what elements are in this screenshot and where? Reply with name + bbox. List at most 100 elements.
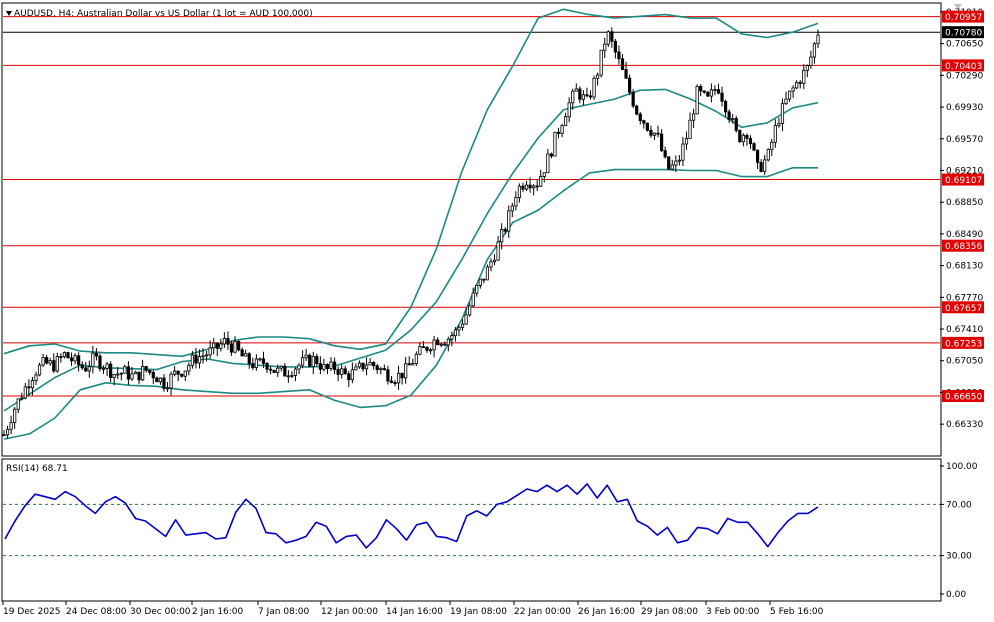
- candle: [350, 362, 354, 384]
- candle: [514, 191, 518, 211]
- candle-body: [41, 357, 45, 366]
- candle-body: [34, 374, 38, 381]
- candle: [613, 38, 617, 59]
- candle-body: [670, 164, 674, 170]
- candle: [98, 353, 102, 372]
- candle-body: [37, 364, 42, 376]
- candle-body: [308, 354, 312, 367]
- price-tag-2-bg: [942, 173, 984, 186]
- candle-body: [45, 357, 49, 364]
- candle: [347, 370, 351, 387]
- candle: [308, 353, 312, 368]
- candle: [372, 361, 376, 370]
- candle-body: [144, 366, 148, 371]
- candle-body: [787, 90, 792, 100]
- candle: [432, 335, 436, 358]
- candle-body: [293, 368, 298, 376]
- candlesticks: [2, 27, 820, 439]
- candle-body: [16, 398, 20, 410]
- candle: [802, 64, 806, 90]
- candle: [261, 351, 266, 368]
- candle-body: [126, 366, 131, 380]
- candle-body: [98, 355, 102, 370]
- candle-body: [532, 185, 536, 189]
- candle-body: [699, 85, 703, 92]
- candle: [659, 129, 664, 152]
- candle: [16, 398, 20, 414]
- y-tick-label-5: 0.69210: [946, 166, 983, 176]
- rsi-line: [4, 483, 819, 549]
- candle: [418, 341, 422, 356]
- candle-body: [734, 118, 738, 131]
- candle: [446, 336, 450, 352]
- price-tag-4-bg: [942, 301, 984, 314]
- candle-body: [48, 360, 52, 364]
- candle-body: [432, 339, 436, 351]
- x-tick-label-0: 19 Dec 2025: [3, 607, 61, 617]
- price-tag-1-bg: [942, 59, 984, 72]
- bollinger-middle: [3, 88, 819, 412]
- candle-body: [731, 118, 735, 120]
- candle-body: [507, 210, 511, 232]
- symbol-icon: [6, 11, 12, 16]
- candle: [400, 372, 404, 385]
- candle: [375, 363, 379, 374]
- candle: [770, 138, 774, 156]
- y-tick-label-11: 0.67050: [946, 357, 983, 367]
- candle-body: [141, 366, 145, 381]
- candle-body: [418, 346, 422, 355]
- candle: [428, 347, 433, 355]
- candle-body: [94, 352, 99, 357]
- candle: [41, 353, 45, 367]
- price-tag-4: 0.67657: [945, 304, 982, 314]
- candle: [244, 349, 248, 357]
- candle-body: [350, 369, 354, 381]
- price-tag-6: 0.66650: [945, 392, 982, 402]
- candle-body: [549, 153, 554, 157]
- candle: [620, 54, 625, 71]
- candle: [763, 154, 767, 175]
- candle: [357, 360, 362, 369]
- candle: [720, 86, 724, 107]
- candle: [535, 180, 539, 192]
- candle-body: [361, 362, 365, 370]
- candle-body: [382, 368, 386, 371]
- candle-body: [581, 94, 585, 100]
- candle-body: [500, 229, 504, 243]
- candle: [631, 89, 635, 109]
- candle: [635, 104, 639, 116]
- candle-body: [652, 132, 657, 136]
- candle: [549, 152, 554, 159]
- candle-body: [137, 371, 141, 381]
- candle: [727, 109, 731, 123]
- candle-body: [201, 355, 205, 358]
- candle: [542, 172, 546, 183]
- candle-body: [521, 185, 525, 190]
- candle: [510, 202, 514, 218]
- candle-body: [66, 352, 70, 359]
- candle-body: [233, 341, 237, 353]
- candle-body: [741, 134, 745, 143]
- candle: [475, 284, 479, 297]
- candle: [183, 370, 187, 381]
- candle-body: [656, 132, 660, 135]
- candle: [624, 61, 628, 80]
- price-tag-6-bg: [942, 389, 984, 402]
- time-axis: 19 Dec 2025 24 Dec 08:00 30 Dec 00:00 2 Jan…: [2, 601, 824, 617]
- candle: [699, 84, 703, 97]
- candle: [52, 353, 56, 373]
- shift-arrow-icon[interactable]: [954, 4, 962, 9]
- candle-body: [460, 323, 465, 328]
- price-tag-1: 0.70403: [945, 62, 982, 72]
- candle: [674, 155, 678, 172]
- chart-title: AUDUSD, H4: Australian Dollar vs US Doll…: [14, 9, 313, 19]
- candle-body: [428, 349, 433, 352]
- candle-body: [816, 34, 820, 45]
- candle: [503, 227, 507, 235]
- candle-body: [510, 205, 514, 212]
- candle-body: [556, 131, 561, 134]
- candle-body: [496, 241, 500, 261]
- candle: [439, 343, 443, 348]
- candle: [795, 80, 799, 90]
- candle-body: [261, 358, 266, 364]
